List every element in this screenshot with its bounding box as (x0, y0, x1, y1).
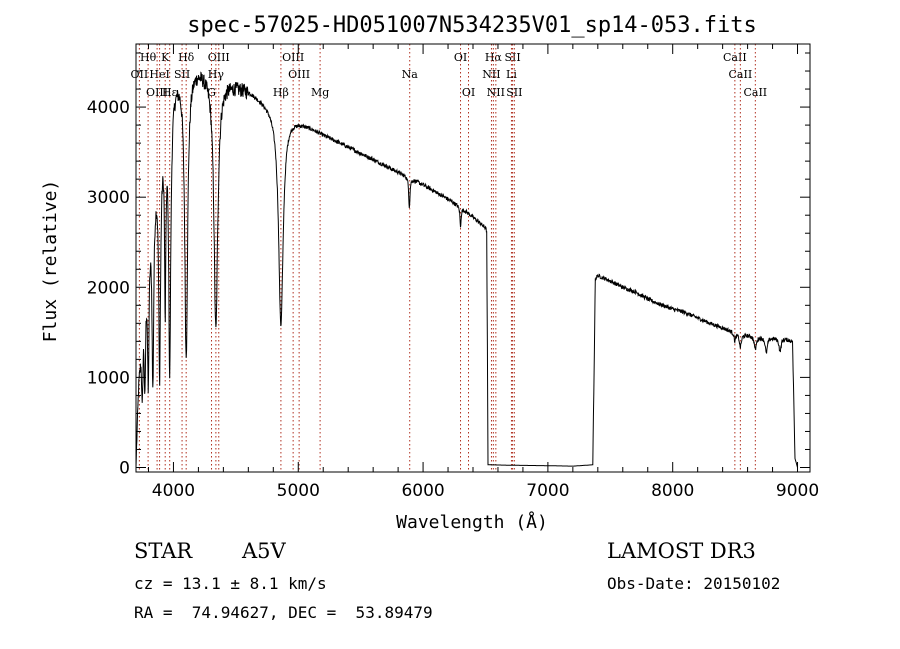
line-label: NII (482, 68, 500, 81)
subclass: A5V (242, 539, 286, 563)
y-tick-label: 0 (119, 458, 130, 478)
line-label: OIII (288, 68, 310, 81)
line-label: OI (462, 86, 475, 99)
line-label: Hθ (140, 51, 157, 64)
axes: 4000 5000 6000 7000 8000 9000 0 1000 2000 3000 400… (87, 44, 819, 501)
line-label: CaII (723, 51, 747, 64)
line-label: Hβ (273, 86, 289, 99)
line-label: Hδ (178, 51, 195, 64)
line-label: Hγ (208, 68, 225, 81)
coordinates: RA = 74.94627, DEC = 53.89479 (134, 603, 433, 622)
line-label: OIII (282, 51, 304, 64)
line-label: OIII (146, 86, 168, 99)
line-label: HeI (149, 68, 169, 81)
line-label: Hα (485, 51, 503, 64)
line-label: OII (131, 68, 149, 81)
line-label: SII (174, 68, 190, 81)
y-tick-label: 4000 (87, 98, 130, 118)
x-tick-label: 4000 (152, 481, 195, 501)
object-type: STAR (134, 539, 193, 563)
x-tick-label: 5000 (277, 481, 320, 501)
line-label: Mg (311, 86, 329, 99)
obs-date: Obs-Date: 20150102 (607, 574, 781, 593)
line-label: NII (487, 86, 505, 99)
line-label: SII (504, 51, 520, 64)
spectrum-line (135, 71, 798, 468)
x-tick-label: 6000 (401, 481, 444, 501)
plot-frame (135, 43, 811, 473)
spectrum-plot (135, 71, 798, 468)
line-label: Na (402, 68, 419, 81)
line-label: K (161, 51, 170, 64)
survey-name: LAMOST DR3 (607, 539, 756, 563)
line-label: SII (506, 86, 522, 99)
line-label: OI (454, 51, 467, 64)
x-tick-label: 7000 (526, 481, 569, 501)
line-label: CaII (743, 86, 767, 99)
line-label: OIII (208, 51, 230, 64)
chart-title: spec-57025-HD051007N534235V01_sp14-053.f… (187, 13, 757, 38)
y-tick-label: 2000 (87, 278, 130, 298)
y-axis-label: Flux (relative) (40, 180, 61, 343)
line-label: CaII (729, 68, 753, 81)
x-tick-label: 8000 (651, 481, 694, 501)
line-label: Li (506, 68, 517, 81)
y-tick-label: 3000 (87, 188, 130, 208)
line-label: Hε (162, 86, 178, 99)
y-tick-label: 1000 (87, 368, 130, 388)
line-label: G (207, 86, 216, 99)
redshift-cz: cz = 13.1 ± 8.1 km/s (134, 574, 327, 593)
x-axis-label: Wavelength (Å) (396, 511, 548, 533)
x-tick-label: 9000 (776, 481, 819, 501)
